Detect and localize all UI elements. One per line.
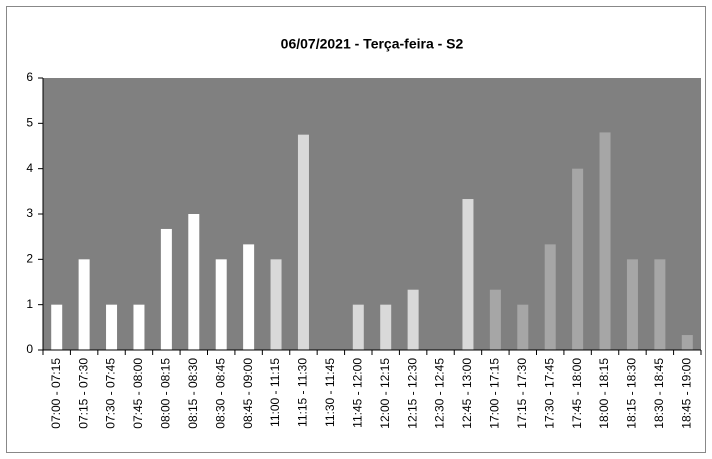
- bar: [517, 304, 529, 350]
- x-tick-label: 18:30 - 18:45: [652, 358, 666, 429]
- bar: [133, 304, 145, 350]
- bar: [160, 228, 172, 350]
- bar: [215, 259, 227, 350]
- bar: [297, 134, 309, 350]
- x-tick-label: 08:15 - 08:30: [186, 358, 200, 429]
- y-tick-label: 6: [26, 70, 33, 84]
- x-tick-label: 08:00 - 08:15: [159, 358, 173, 429]
- bar: [462, 199, 474, 350]
- bar: [243, 244, 255, 350]
- x-tick-label: 08:45 - 09:00: [241, 358, 255, 429]
- y-tick-label: 1: [26, 297, 33, 311]
- y-tick-label: 0: [26, 342, 33, 356]
- x-tick-label: 12:15 - 12:30: [405, 358, 419, 429]
- x-tick-label: 18:00 - 18:15: [597, 358, 611, 429]
- x-tick-label: 17:00 - 17:15: [488, 358, 502, 429]
- x-tick-label: 17:15 - 17:30: [515, 358, 529, 429]
- bar: [599, 132, 611, 350]
- x-tick-label: 12:30 - 12:45: [433, 358, 447, 429]
- bar: [380, 304, 392, 350]
- bar: [544, 244, 556, 350]
- bar: [654, 259, 666, 350]
- x-tick-label: 12:00 - 12:15: [378, 358, 392, 429]
- bar: [489, 289, 501, 350]
- bar: [572, 168, 584, 350]
- x-tick-label: 07:30 - 07:45: [104, 358, 118, 429]
- bar: [626, 259, 638, 350]
- y-tick-label: 4: [26, 161, 33, 175]
- bar: [188, 214, 200, 350]
- bar: [270, 259, 282, 350]
- x-tick-label: 07:15 - 07:30: [76, 358, 90, 429]
- bar: [352, 304, 364, 350]
- x-tick-label: 07:00 - 07:15: [49, 358, 63, 429]
- x-tick-label: 08:30 - 08:45: [213, 358, 227, 429]
- bar: [78, 259, 90, 350]
- bar: [681, 335, 693, 350]
- bar: [51, 304, 63, 350]
- x-tick-label: 11:00 - 11:15: [268, 358, 282, 427]
- x-tick-label: 12:45 - 13:00: [460, 358, 474, 429]
- plot-area: [43, 78, 701, 350]
- bar: [106, 304, 118, 350]
- chart-title: 06/07/2021 - Terça-feira - S2: [281, 36, 464, 52]
- y-tick-label: 3: [26, 206, 33, 220]
- y-tick-label: 2: [26, 252, 33, 266]
- x-tick-label: 11:30 - 11:45: [323, 358, 337, 427]
- x-tick-label: 17:45 - 18:00: [570, 358, 584, 429]
- bar: [407, 289, 419, 350]
- x-tick-label: 11:45 - 12:00: [350, 358, 364, 428]
- x-tick-label: 18:45 - 19:00: [679, 358, 693, 429]
- x-tick-label: 18:15 - 18:30: [625, 358, 639, 429]
- x-tick-label: 07:45 - 08:00: [131, 358, 145, 429]
- x-tick-label: 17:30 - 17:45: [542, 358, 556, 429]
- y-tick-label: 5: [26, 116, 33, 130]
- x-tick-label: 11:15 - 11:30: [296, 358, 310, 427]
